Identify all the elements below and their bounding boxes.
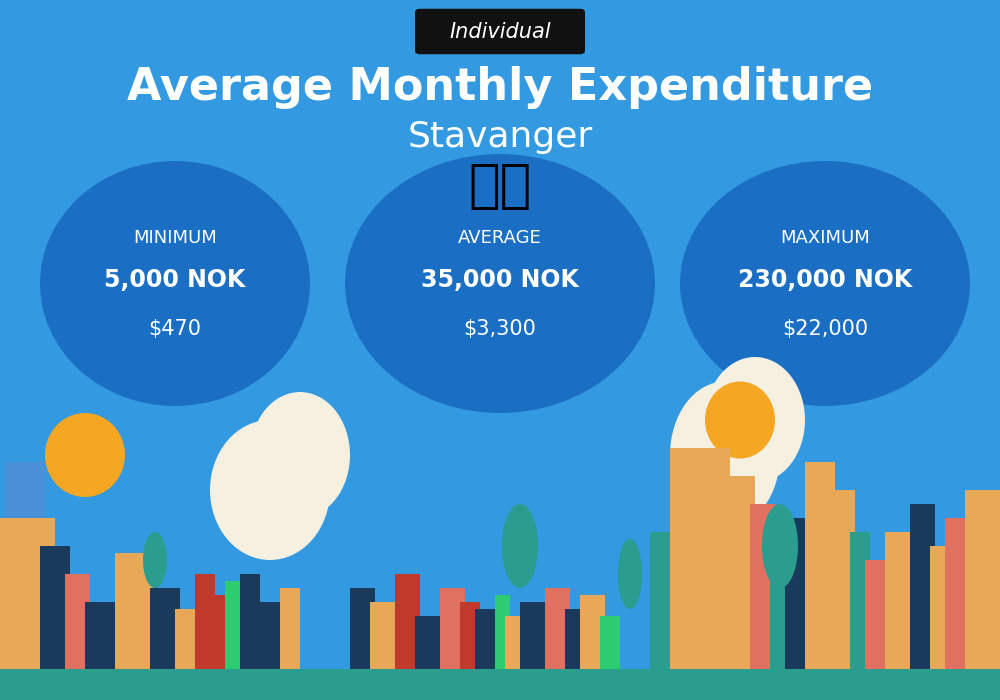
- Text: $470: $470: [148, 319, 202, 339]
- Ellipse shape: [502, 504, 538, 588]
- Bar: [830, 490, 855, 672]
- Bar: [395, 574, 420, 672]
- Text: Average Monthly Expenditure: Average Monthly Expenditure: [127, 66, 873, 109]
- Bar: [670, 448, 730, 672]
- Bar: [805, 462, 835, 672]
- Ellipse shape: [40, 161, 310, 406]
- Text: 35,000 NOK: 35,000 NOK: [421, 268, 579, 292]
- Ellipse shape: [250, 392, 350, 518]
- Bar: [885, 532, 915, 672]
- Ellipse shape: [762, 504, 798, 588]
- Bar: [770, 546, 790, 672]
- Bar: [475, 609, 500, 672]
- Ellipse shape: [618, 539, 642, 609]
- Bar: [255, 602, 285, 672]
- Bar: [650, 532, 675, 672]
- Ellipse shape: [705, 357, 805, 483]
- Text: Stavanger: Stavanger: [407, 120, 593, 153]
- Bar: [0, 518, 55, 672]
- Bar: [5, 462, 45, 518]
- Ellipse shape: [670, 382, 780, 528]
- Bar: [195, 574, 215, 672]
- Bar: [495, 595, 510, 672]
- Ellipse shape: [705, 382, 775, 458]
- Bar: [280, 588, 300, 672]
- Bar: [785, 518, 810, 672]
- Bar: [0, 668, 1000, 700]
- Bar: [175, 609, 200, 672]
- Bar: [505, 616, 525, 672]
- Bar: [415, 616, 445, 672]
- Bar: [370, 602, 400, 672]
- Bar: [725, 476, 755, 672]
- Bar: [210, 595, 230, 672]
- Bar: [85, 602, 120, 672]
- Bar: [930, 546, 950, 672]
- Ellipse shape: [210, 420, 330, 560]
- Bar: [240, 574, 260, 672]
- Text: MAXIMUM: MAXIMUM: [780, 229, 870, 247]
- Bar: [965, 490, 1000, 672]
- Bar: [565, 609, 585, 672]
- Bar: [40, 546, 70, 672]
- Text: 230,000 NOK: 230,000 NOK: [738, 268, 912, 292]
- Text: 🇳🇴: 🇳🇴: [468, 160, 532, 211]
- Bar: [750, 504, 775, 672]
- Bar: [350, 588, 375, 672]
- Text: $22,000: $22,000: [782, 319, 868, 339]
- Bar: [865, 560, 890, 672]
- Bar: [580, 595, 605, 672]
- Text: MINIMUM: MINIMUM: [133, 229, 217, 247]
- Text: 5,000 NOK: 5,000 NOK: [104, 268, 246, 292]
- Bar: [545, 588, 570, 672]
- Bar: [225, 581, 240, 672]
- Bar: [440, 588, 465, 672]
- Bar: [945, 518, 970, 672]
- Text: Individual: Individual: [449, 22, 551, 41]
- Ellipse shape: [345, 154, 655, 413]
- Bar: [460, 602, 480, 672]
- Bar: [150, 588, 180, 672]
- Bar: [600, 616, 620, 672]
- Bar: [910, 504, 935, 672]
- Ellipse shape: [680, 161, 970, 406]
- Ellipse shape: [143, 532, 167, 588]
- Bar: [520, 602, 550, 672]
- Text: $3,300: $3,300: [464, 319, 536, 339]
- Text: AVERAGE: AVERAGE: [458, 229, 542, 247]
- Ellipse shape: [45, 413, 125, 497]
- Bar: [115, 553, 155, 672]
- Bar: [850, 532, 870, 672]
- Bar: [65, 574, 90, 672]
- FancyBboxPatch shape: [415, 8, 585, 55]
